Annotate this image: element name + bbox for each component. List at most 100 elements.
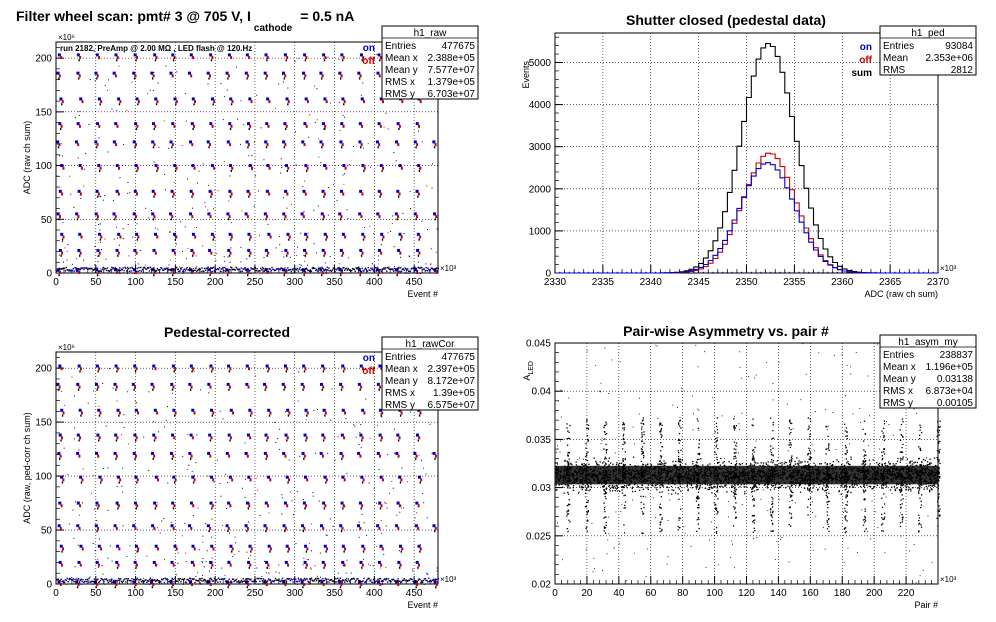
data-point-off [247, 385, 250, 389]
x-tick-label: 2330 [544, 277, 567, 288]
data-point [107, 467, 109, 469]
data-point [324, 268, 326, 270]
data-point-on [377, 248, 381, 252]
x-tick-label: 200 [866, 588, 883, 599]
data-point-off [380, 192, 383, 196]
data-point-floor [159, 580, 161, 582]
data-point-floor [422, 579, 425, 582]
data-point-floor [392, 579, 394, 581]
data-point-off [416, 270, 419, 274]
data-point-on [319, 524, 323, 528]
data-point-on [76, 71, 80, 75]
data-point [208, 392, 210, 394]
data-point [361, 513, 363, 515]
data-point-floor [122, 267, 124, 269]
stats-value: 1.379e+05 [427, 77, 475, 88]
data-point [797, 463, 799, 465]
zero-bin-marker [611, 271, 614, 273]
data-point [116, 400, 118, 402]
data-point-off [136, 192, 139, 196]
data-point-off [153, 526, 156, 530]
data-point [728, 460, 730, 463]
data-point-floor [338, 579, 341, 581]
data-point-on [281, 382, 285, 386]
data-point [581, 464, 584, 466]
data-point-on [133, 501, 137, 505]
data-point-on [210, 164, 214, 168]
data-point [313, 209, 315, 211]
data-point [589, 488, 591, 491]
data-point-floor [64, 270, 67, 272]
data-point [414, 517, 416, 519]
data-point-floor [358, 579, 360, 582]
data-point-on [303, 248, 307, 252]
data-point [135, 59, 137, 62]
data-point-floor [370, 267, 372, 270]
data-point-floor [387, 578, 390, 580]
data-point [137, 272, 139, 274]
data-point-on [265, 560, 269, 564]
data-point-on [415, 122, 419, 126]
data-point-off [343, 100, 346, 104]
data-point [555, 462, 557, 464]
data-point-floor [299, 579, 301, 581]
zero-bin-marker [631, 271, 633, 273]
y-tick-label: 1000 [529, 226, 552, 237]
data-point [674, 492, 677, 494]
data-point-floor [313, 579, 315, 582]
data-point-off [175, 547, 178, 551]
data-point-off [323, 251, 326, 255]
data-point-floor [380, 270, 383, 273]
data-point-off [60, 504, 63, 508]
data-point [713, 485, 715, 487]
data-point-floor [103, 268, 105, 271]
data-point-floor [432, 268, 434, 271]
data-point-floor [210, 578, 213, 581]
data-point [220, 495, 222, 497]
panel-subtitle: run 2182, PreAmp @ 2.00 MΩ , LED flash @… [60, 44, 252, 53]
data-point-floor [239, 581, 242, 583]
data-point-off [324, 504, 327, 508]
data-point [94, 508, 96, 510]
data-point-floor [58, 580, 61, 582]
data-point [585, 464, 588, 466]
data-point-off [117, 192, 120, 196]
data-point-off [229, 251, 232, 255]
data-point-floor [180, 268, 182, 270]
data-point-floor [89, 267, 91, 270]
data-point-on [341, 544, 345, 548]
data-point-floor [219, 581, 222, 583]
data-point [586, 487, 588, 490]
data-point [235, 542, 237, 544]
data-point-floor [157, 580, 159, 582]
data-point-floor [253, 266, 256, 269]
data-point-floor [70, 578, 72, 580]
data-point-off [322, 215, 325, 219]
data-point-on [171, 364, 175, 368]
data-point-floor [56, 270, 59, 272]
y-axis-label-sub: LED [528, 361, 535, 375]
data-point [362, 550, 365, 553]
data-point [77, 270, 79, 272]
data-point [77, 544, 79, 546]
x-tick-label: 2365 [879, 277, 902, 288]
stats-box [879, 25, 977, 76]
data-point-floor [178, 270, 180, 272]
data-point-on [154, 97, 158, 101]
data-point-floor [132, 267, 134, 270]
data-point [164, 173, 166, 175]
data-point [363, 169, 365, 172]
data-point-off [305, 251, 308, 255]
zero-bin-marker [654, 271, 657, 273]
data-point-floor [309, 270, 312, 272]
data-point-on [112, 212, 116, 216]
data-point [104, 85, 106, 87]
data-point-floor [273, 581, 275, 583]
data-point [397, 195, 400, 198]
scatter-points [56, 53, 440, 277]
data-point-floor [176, 580, 179, 582]
data-point [910, 488, 912, 490]
data-point [123, 272, 125, 274]
data-point-floor [63, 267, 66, 269]
data-point-floor [327, 269, 329, 272]
